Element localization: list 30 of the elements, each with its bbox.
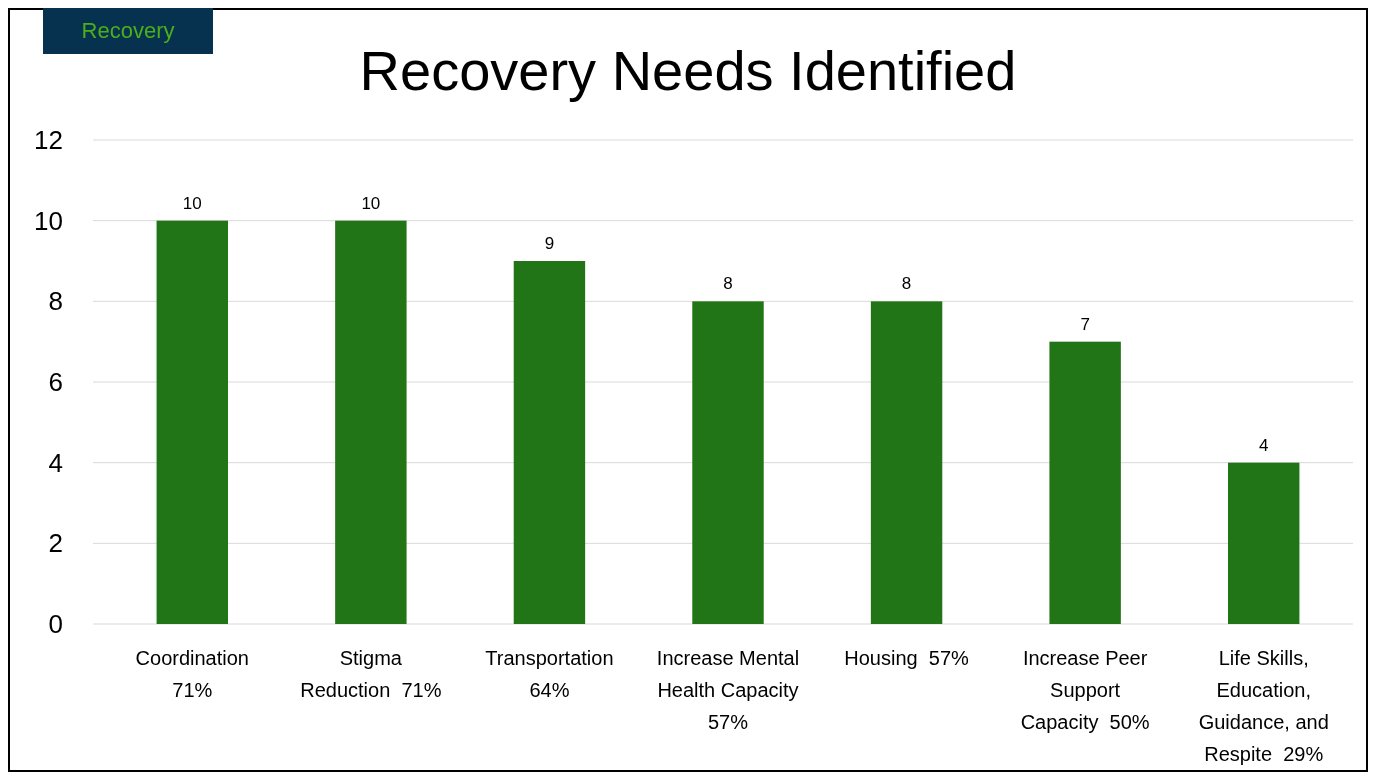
- x-tick-label: Coordination 71%: [135, 647, 249, 701]
- y-tick-label: 0: [48, 609, 63, 640]
- y-tick-label: 2: [48, 528, 63, 559]
- bar: [1049, 341, 1121, 624]
- bar: [335, 220, 407, 624]
- bar: [1228, 462, 1300, 624]
- x-tick-label: Housing 57%: [844, 647, 970, 669]
- x-tick-label: Increase Mental Health Capacity 57%: [656, 647, 800, 733]
- text: Recovery: [81, 18, 175, 43]
- data-label: 7: [1080, 314, 1090, 334]
- data-label: 8: [723, 274, 733, 294]
- data-label: 10: [182, 193, 202, 213]
- y-tick-label: 8: [48, 286, 63, 317]
- bar: [870, 301, 943, 624]
- y-tick-label: 4: [48, 447, 63, 478]
- data-label: 9: [544, 234, 555, 253]
- chart-title: Recovery Needs Identified: [359, 39, 1017, 102]
- data-label: 4: [1258, 435, 1269, 455]
- bar: [513, 261, 586, 624]
- y-tick-label: 10: [34, 205, 63, 236]
- y-tick-label: 6: [48, 367, 63, 398]
- y-tick-label: 12: [34, 125, 63, 156]
- bar: [156, 220, 228, 624]
- bar: [692, 301, 764, 624]
- x-tick-label: Life Skills, Education, Guidance, and Respite 29%: [1198, 647, 1329, 765]
- x-tick-label: Stigma Reduction 71%: [300, 647, 442, 701]
- data-label: 10: [361, 193, 381, 213]
- data-label: 8: [901, 274, 912, 294]
- x-tick-label: Increase Peer Support Capacity 50%: [1020, 647, 1150, 733]
- x-tick-label: Transportation 64%: [485, 647, 614, 701]
